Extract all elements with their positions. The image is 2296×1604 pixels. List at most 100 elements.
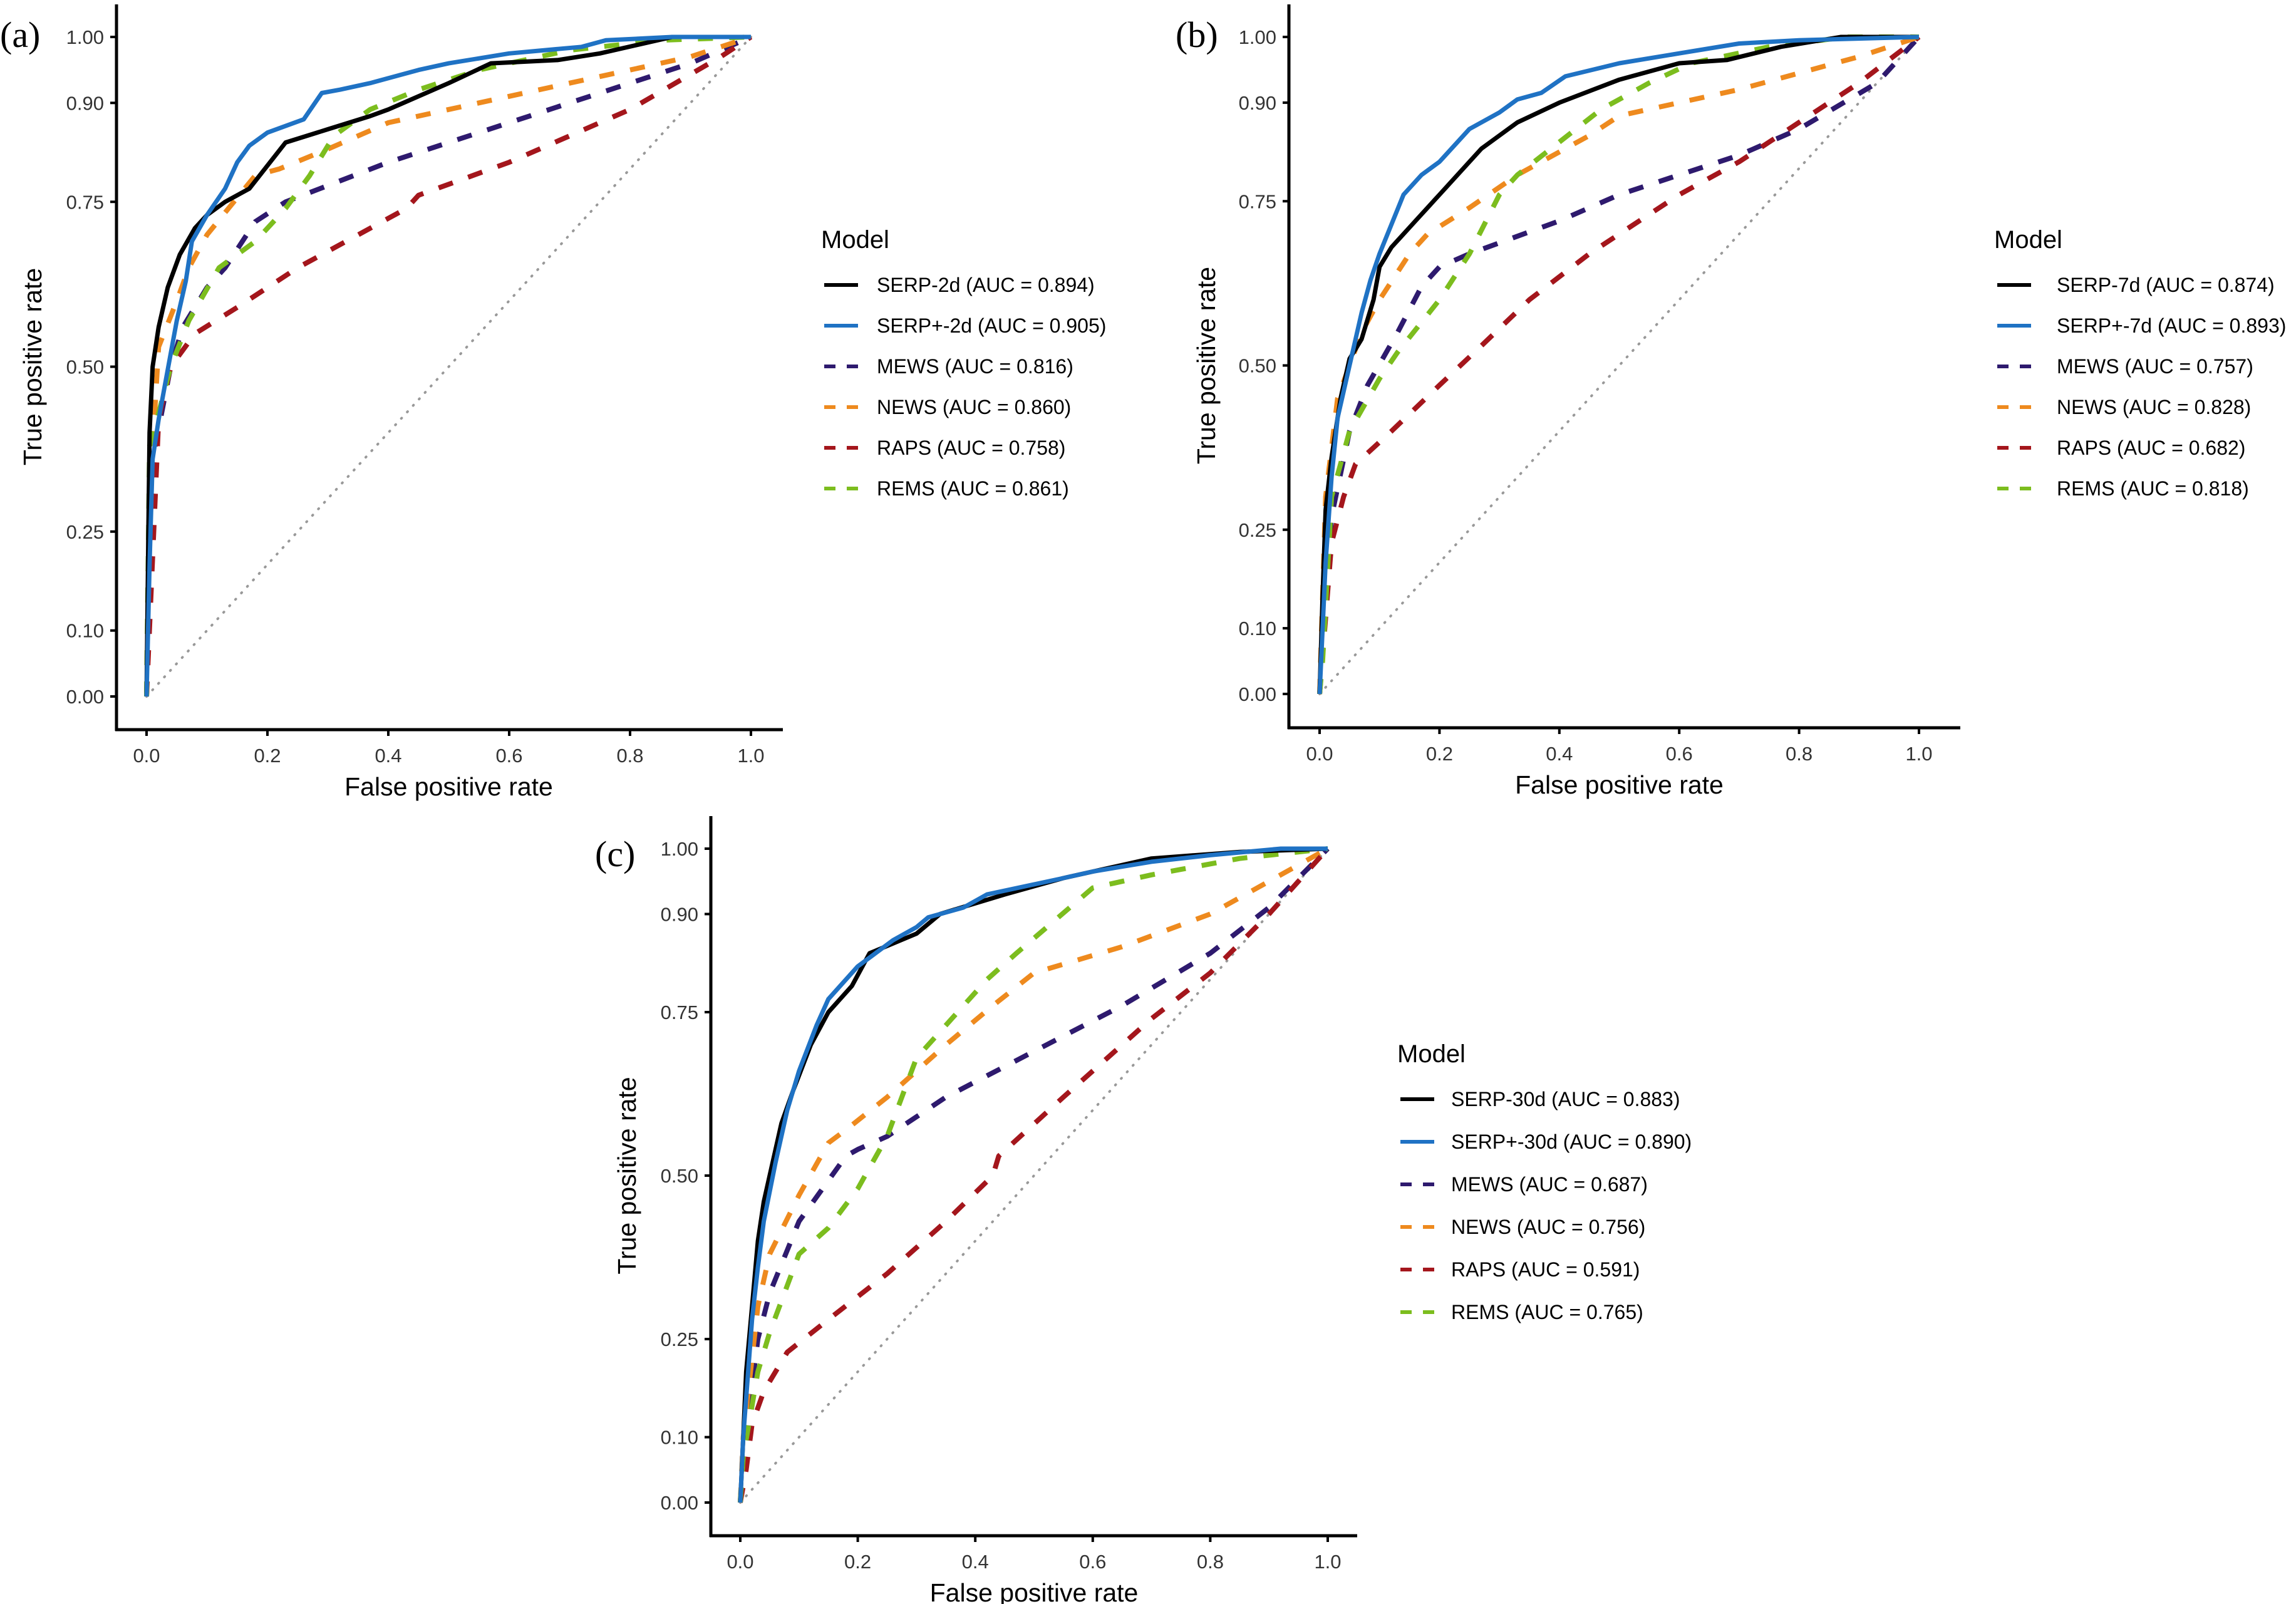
y-tick-label: 0.90 [661, 903, 698, 925]
y-tick-label: 0.75 [1239, 190, 1276, 212]
legend: SERP-7d (AUC = 0.874) SERP+-7d (AUC = 0.… [2057, 274, 2286, 500]
y-axis-title: True positive rate [18, 268, 47, 465]
y-tick-label: 0.00 [1239, 683, 1276, 705]
x-tick-labels: 0.0 0.2 0.4 0.6 0.8 1.0 [1306, 743, 1932, 765]
x-tick-label: 0.8 [1786, 743, 1812, 765]
y-tick-label: 1.00 [661, 838, 698, 860]
x-tick-labels: 0.0 0.2 0.4 0.6 0.8 1.0 [727, 1551, 1341, 1573]
legend-entry-label: SERP+-7d (AUC = 0.893) [2057, 314, 2286, 337]
legend-entry-label: REMS (AUC = 0.765) [1451, 1301, 1643, 1323]
y-tick-label: 0.50 [661, 1165, 698, 1187]
y-tick-label: 0.10 [66, 620, 104, 642]
x-tick-label: 0.4 [962, 1551, 989, 1573]
legend-entry-label: MEWS (AUC = 0.757) [2057, 355, 2253, 378]
legend-entry-label: RAPS (AUC = 0.758) [877, 437, 1065, 459]
plot-area [705, 816, 1434, 1542]
legend-entry-label: RAPS (AUC = 0.591) [1451, 1258, 1640, 1281]
legend-entry-label: NEWS (AUC = 0.860) [877, 396, 1071, 418]
y-tick-labels: 0.00 0.10 0.25 0.50 0.75 0.90 1.00 [661, 838, 698, 1514]
x-tick-label: 0.0 [727, 1551, 753, 1573]
roc-curve-news [738, 846, 1329, 1503]
roc-curve-serp-30d [738, 846, 1328, 1503]
x-tick-label: 0.6 [495, 745, 522, 767]
legend-entry-label: SERP+-30d (AUC = 0.890) [1451, 1131, 1692, 1153]
legend-entry-label: REMS (AUC = 0.861) [877, 477, 1069, 500]
y-tick-label: 0.10 [1239, 618, 1276, 639]
roc-curve-news [1317, 34, 1920, 695]
x-tick-label: 0.8 [1197, 1551, 1224, 1573]
y-tick-label: 0.90 [66, 92, 104, 114]
legend: SERP-2d (AUC = 0.894) SERP+-2d (AUC = 0.… [877, 274, 1106, 500]
legend-entry-label: SERP-7d (AUC = 0.874) [2057, 274, 2275, 296]
legend-title: Model [821, 226, 889, 254]
legend-entry-label: SERP-30d (AUC = 0.883) [1451, 1088, 1680, 1110]
legend-entry-label: SERP-2d (AUC = 0.894) [877, 274, 1095, 296]
y-tick-label: 0.75 [661, 1001, 698, 1023]
y-tick-labels: 0.00 0.10 0.25 0.50 0.75 0.90 1.00 [66, 26, 104, 708]
x-tick-label: 0.6 [1666, 743, 1693, 765]
panel-label: (b) [1176, 14, 1218, 55]
legend-title: Model [1397, 1040, 1466, 1068]
roc-curve-raps [1317, 34, 1921, 695]
y-tick-label: 0.50 [66, 356, 104, 378]
y-tick-label: 0.25 [66, 521, 104, 543]
y-tick-label: 0.00 [66, 686, 104, 708]
x-tick-label: 0.4 [1546, 743, 1573, 765]
y-tick-label: 0.90 [1239, 92, 1276, 114]
roc-curve-mews [1317, 35, 1921, 695]
y-axis-title: True positive rate [1192, 267, 1221, 464]
legend-entry-label: REMS (AUC = 0.818) [2057, 477, 2249, 500]
roc-curve-mews [144, 34, 752, 697]
y-tick-labels: 0.00 0.10 0.25 0.50 0.75 0.90 1.00 [1239, 26, 1276, 705]
x-axis-title: False positive rate [1515, 770, 1724, 799]
legend-entry-label: NEWS (AUC = 0.756) [1451, 1216, 1645, 1238]
panel-label: (a) [0, 14, 40, 55]
legend-entry-label: MEWS (AUC = 0.687) [1451, 1173, 1648, 1196]
legend-title: Model [1994, 226, 2062, 254]
y-tick-label: 0.25 [1239, 519, 1276, 541]
y-tick-label: 0.10 [661, 1427, 698, 1449]
x-axis-title: False positive rate [344, 772, 553, 801]
panel-b: (b) False positive rate True positive ra… [1176, 4, 2286, 799]
x-tick-label: 0.6 [1079, 1551, 1106, 1573]
y-axis-title: True positive rate [613, 1077, 641, 1274]
roc-curve-rems [738, 846, 1328, 1503]
x-axis-title: False positive rate [930, 1578, 1139, 1604]
x-tick-label: 0.0 [133, 745, 160, 767]
y-tick-label: 0.25 [661, 1328, 698, 1350]
x-tick-label: 0.8 [616, 745, 643, 767]
y-tick-label: 0.50 [1239, 355, 1276, 377]
roc-curve-rems [1317, 34, 1919, 695]
panel-label: (c) [595, 834, 635, 874]
x-tick-label: 0.2 [254, 745, 281, 767]
x-tick-labels: 0.0 0.2 0.4 0.6 0.8 1.0 [133, 745, 764, 767]
legend-entry-label: MEWS (AUC = 0.816) [877, 355, 1073, 378]
panel-a: (a) False positive rate True positive ra… [0, 4, 1106, 801]
chance-diagonal-line [145, 36, 752, 698]
y-tick-label: 0.00 [661, 1492, 698, 1514]
x-tick-label: 0.2 [844, 1551, 871, 1573]
roc-curve-news [144, 34, 752, 697]
plot-area [110, 4, 858, 736]
plot-area [1283, 4, 2031, 734]
x-tick-label: 0.2 [1426, 743, 1453, 765]
panel-c: (c) False positive rate True positive ra… [595, 816, 1692, 1604]
legend-entry-label: SERP+-2d (AUC = 0.905) [877, 314, 1106, 337]
legend: SERP-30d (AUC = 0.883) SERP+-30d (AUC = … [1451, 1088, 1692, 1323]
x-tick-label: 1.0 [1314, 1551, 1341, 1573]
chance-diagonal-line [1318, 36, 1920, 695]
y-tick-label: 1.00 [1239, 26, 1276, 48]
x-tick-label: 0.0 [1306, 743, 1333, 765]
x-tick-label: 1.0 [737, 745, 764, 767]
chance-diagonal-line [739, 847, 1329, 1504]
roc-curve-serp-7d [1317, 34, 1920, 695]
x-tick-label: 1.0 [1905, 743, 1932, 765]
x-tick-label: 0.4 [375, 745, 401, 767]
y-tick-label: 1.00 [66, 26, 104, 48]
roc-curve-serp-2d [144, 34, 751, 697]
legend-entry-label: RAPS (AUC = 0.682) [2057, 437, 2245, 459]
roc-curve-serp-2d [144, 34, 751, 697]
legend-entry-label: NEWS (AUC = 0.828) [2057, 396, 2251, 418]
